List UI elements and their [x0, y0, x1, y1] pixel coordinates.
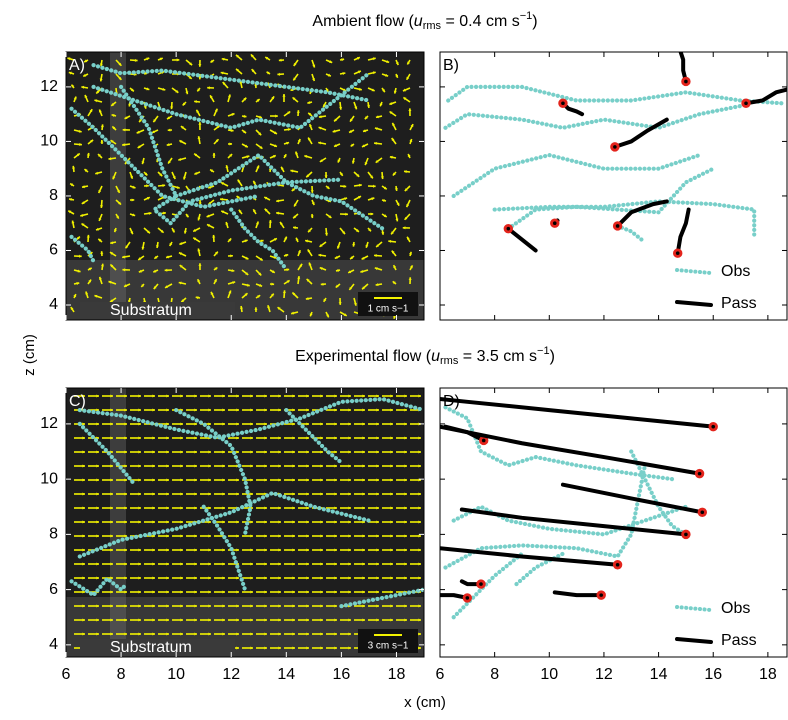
title-part: = 3.5 cm s [458, 348, 537, 365]
y-tick-label: 8 [49, 526, 58, 543]
trajectory [454, 554, 522, 618]
start-marker-core [676, 251, 680, 255]
legend-label: Pass [721, 632, 757, 649]
legend-swatch [677, 607, 711, 610]
y-tick-label: 6 [49, 581, 58, 598]
panel-label: D) [443, 393, 460, 410]
panel [66, 388, 424, 657]
title-part: Ambient flow ( [312, 13, 414, 30]
panel-label: B) [443, 57, 459, 74]
start-marker-core [479, 582, 483, 586]
trajectory [448, 87, 781, 103]
y-tick-label: 10 [40, 470, 58, 487]
y-tick-label: 4 [49, 296, 58, 313]
trajectory [618, 226, 645, 242]
title-part: Experimental flow ( [295, 348, 432, 365]
title-part: ) [550, 348, 555, 365]
trajectory [445, 106, 740, 128]
legend-swatch [677, 639, 711, 642]
start-marker-core [698, 472, 702, 476]
legend-label: Pass [721, 295, 757, 312]
start-marker-core [599, 593, 603, 597]
x-tick-label: 18 [759, 666, 777, 683]
start-marker-core [616, 224, 620, 228]
scale-label: 1 cm s−1 [368, 304, 409, 315]
title-part: u [431, 348, 440, 365]
section-title: Experimental flow (urms = 3.5 cm s−1) [295, 345, 555, 367]
y-axis-label: z (cm) [21, 334, 38, 376]
start-marker-core [684, 80, 688, 84]
x-tick-label: 16 [704, 666, 722, 683]
legend-label: Obs [721, 600, 750, 617]
start-marker-core [711, 425, 715, 429]
x-tick-label: 8 [490, 666, 499, 683]
panel-label: A) [69, 57, 85, 74]
trajectory [440, 399, 713, 427]
trajectory [678, 210, 689, 254]
trajectory [454, 155, 700, 196]
x-tick-label: 12 [595, 666, 613, 683]
title-part: ) [532, 13, 537, 30]
x-tick-label: 6 [62, 666, 71, 683]
x-tick-label: 10 [167, 666, 185, 683]
trajectory [555, 592, 601, 595]
y-tick-label: 4 [49, 636, 58, 653]
panel [445, 51, 787, 257]
trajectory [508, 169, 713, 229]
title-part: = 0.4 cm s [441, 13, 520, 30]
x-tick-label: 18 [388, 666, 406, 683]
title-part: rms [440, 355, 459, 367]
substratum-label: Substratum [110, 639, 192, 656]
y-tick-label: 6 [49, 242, 58, 259]
start-marker-core [684, 533, 688, 537]
x-tick-label: 16 [332, 666, 350, 683]
title-part: −1 [520, 10, 533, 22]
x-tick-label: 14 [650, 666, 668, 683]
trajectory [508, 229, 535, 251]
start-marker-core [482, 439, 486, 443]
panel-label: C) [69, 393, 86, 410]
trajectory [563, 485, 702, 513]
start-marker-core [700, 510, 704, 514]
x-tick-label: 8 [117, 666, 126, 683]
legend-swatch [677, 270, 711, 273]
start-marker-core [561, 101, 565, 105]
title-part: rms [423, 20, 442, 32]
panel [440, 399, 717, 617]
start-marker-core [744, 101, 748, 105]
start-marker-core [613, 145, 617, 149]
legend-label: Obs [721, 263, 750, 280]
title-part: u [414, 13, 423, 30]
start-marker-core [507, 227, 511, 231]
y-tick-label: 8 [49, 187, 58, 204]
y-tick-label: 10 [40, 133, 58, 150]
x-axis-label: x (cm) [404, 694, 446, 711]
scale-label: 3 cm s−1 [368, 641, 409, 652]
x-tick-label: 10 [540, 666, 558, 683]
section-title: Ambient flow (urms = 0.4 cm s−1) [312, 10, 537, 32]
start-marker-core [616, 563, 620, 567]
start-marker-core [553, 221, 557, 225]
x-tick-label: 6 [436, 666, 445, 683]
x-tick-label: 12 [222, 666, 240, 683]
y-tick-label: 12 [40, 415, 58, 432]
x-tick-label: 14 [277, 666, 295, 683]
panel [66, 52, 424, 320]
y-tick-label: 12 [40, 78, 58, 95]
substratum-label: Substratum [110, 302, 192, 319]
start-marker-core [466, 596, 470, 600]
legend-swatch [677, 302, 711, 305]
title-part: −1 [537, 345, 550, 357]
